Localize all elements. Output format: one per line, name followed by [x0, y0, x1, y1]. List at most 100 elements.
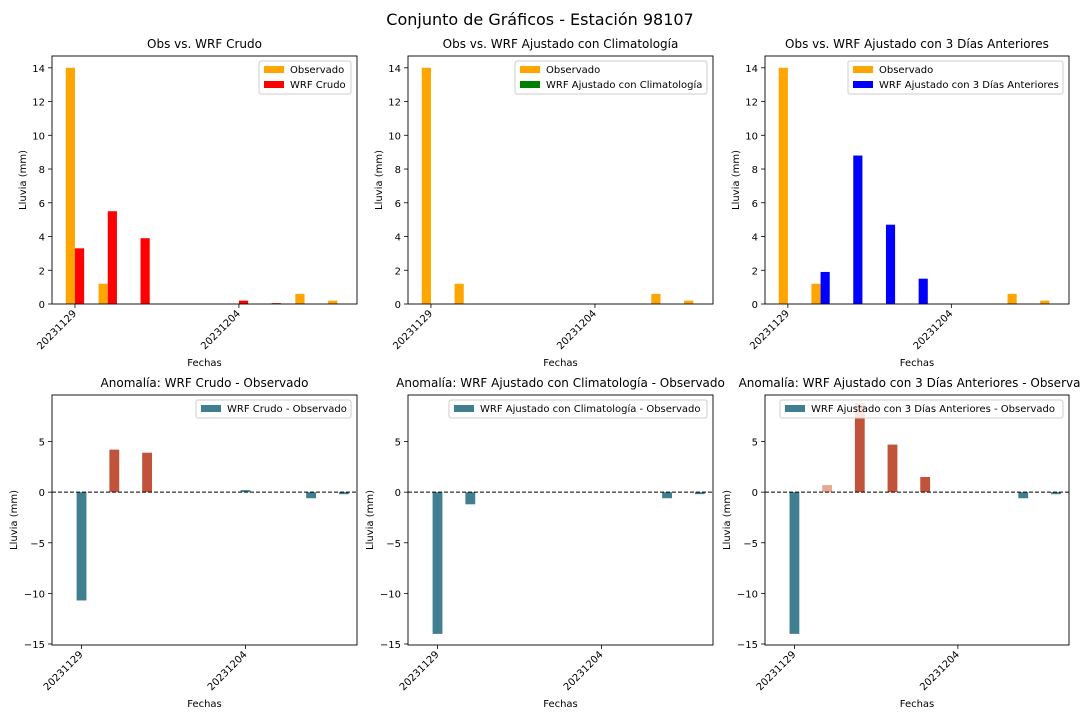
y-tick-label: 0: [752, 300, 758, 311]
bar: [1040, 300, 1050, 304]
y-tick-label: 6: [39, 199, 45, 210]
y-tick-label: 4: [752, 233, 758, 244]
legend: WRF Ajustado con 3 Días Anteriores - Obs…: [779, 399, 1064, 419]
y-tick-label: 5: [39, 438, 45, 449]
chart-title: Anomalía: WRF Crudo - Observado: [101, 376, 309, 390]
bar: [684, 300, 694, 304]
y-tick-label: −15: [24, 640, 45, 651]
legend-swatch: [853, 66, 873, 73]
y-axis-label: Lluvia (mm): [731, 150, 742, 210]
bar: [432, 492, 443, 634]
chart-panel-1: 0 2 4 6 8 10 12 14 20231129 20231204 Obs vs. WRF C…: [18, 37, 358, 369]
y-tick-label: −5: [30, 539, 45, 550]
x-axis-label: Fechas: [187, 699, 222, 710]
bar: [885, 224, 896, 304]
chart-panel-2: 0 2 4 6 8 10 12 14 20231129 20231204 Obs vs. WRF A…: [374, 37, 714, 369]
y-tick-label: 14: [32, 64, 45, 75]
axes-frame: [764, 55, 1070, 305]
plot-area: [65, 67, 338, 304]
x-tick-label: 20231129: [35, 308, 79, 352]
bar: [853, 155, 863, 304]
legend-box: [514, 60, 708, 95]
y-tick-label: −15: [380, 640, 401, 651]
x-tick-label: 20231204: [912, 308, 956, 352]
y-tick-label: 6: [752, 199, 758, 210]
y-tick-label: 8: [752, 165, 758, 176]
bar: [142, 452, 153, 493]
legend: WRF Ajustado con Climatología - Observad…: [448, 399, 708, 419]
y-axis-label: Lluvia (mm): [374, 150, 385, 210]
y-axis-label: Lluvia (mm): [9, 490, 20, 550]
bar: [240, 490, 251, 493]
y-tick-label: 0: [39, 488, 45, 499]
legend-box: [847, 60, 1064, 95]
y-tick-label: −5: [386, 539, 401, 550]
legend-swatch: [853, 81, 873, 88]
y-tick-label: 2: [39, 266, 45, 277]
y-tick-label: −10: [737, 589, 758, 600]
bar: [74, 248, 85, 304]
bar: [295, 293, 305, 304]
bar: [694, 492, 705, 495]
x-tick-label: 20231129: [391, 308, 435, 352]
legend-label: Observado: [290, 65, 344, 76]
chart-panel-5: −15 −10 −5 0 5 20231129 20231204 Anomalía: WRF …: [365, 376, 725, 710]
y-tick-label: −10: [380, 589, 401, 600]
bar: [1007, 293, 1017, 304]
x-tick-label: 20231204: [562, 649, 606, 693]
bar: [421, 67, 431, 304]
y-tick-label: 10: [32, 131, 45, 142]
y-tick-label: −10: [24, 589, 45, 600]
y-tick-label: 8: [39, 165, 45, 176]
x-axis-label: Fechas: [543, 358, 578, 369]
chart-title: Obs vs. WRF Ajustado con 3 Días Anterior…: [785, 37, 1049, 51]
y-tick-label: 14: [388, 64, 401, 75]
legend: Observado WRF Crudo: [258, 60, 352, 95]
y-tick-label: 10: [745, 131, 758, 142]
plot-area: [408, 491, 713, 634]
legend-swatch: [785, 405, 805, 412]
legend: WRF Crudo - Observado: [195, 399, 352, 419]
legend-box: [195, 399, 352, 419]
chart-panel-3: 0 2 4 6 8 10 12 14 20231129 20231204 Obs vs. WRF A…: [731, 37, 1070, 369]
bar: [98, 283, 108, 304]
y-tick-label: 5: [395, 438, 401, 449]
legend-label: WRF Ajustado con 3 Días Anteriores - Obs…: [811, 403, 1055, 415]
bar: [811, 283, 821, 304]
x-tick-label: 20231129: [398, 649, 442, 693]
y-tick-label: −5: [743, 539, 758, 550]
y-tick-label: −15: [737, 640, 758, 651]
axes-frame: [407, 55, 714, 305]
y-tick-label: 0: [39, 300, 45, 311]
chart-title: Obs vs. WRF Ajustado con Climatología: [443, 37, 679, 51]
y-tick-label: 2: [395, 266, 401, 277]
chart-panel-6: −15 −10 −5 0 5 20231129 20231204 Anomalía: WRF …: [722, 376, 1080, 710]
figure-suptitle: Conjunto de Gráficos - Estación 98107: [386, 10, 694, 29]
plot-area: [421, 67, 694, 304]
axes-frame: [51, 394, 358, 646]
x-tick-label: 20231129: [755, 649, 799, 693]
x-axis-label: Fechas: [543, 699, 578, 710]
axes-frame: [407, 394, 714, 646]
bar: [107, 211, 117, 304]
y-tick-label: 8: [395, 165, 401, 176]
plot-area: [52, 449, 357, 601]
bar: [789, 492, 800, 634]
bar: [76, 492, 87, 601]
bar: [328, 300, 338, 304]
bar: [920, 476, 931, 493]
legend-box: [448, 399, 708, 419]
chart-title: Obs vs. WRF Crudo: [147, 37, 262, 51]
legend-label: WRF Ajustado con Climatología: [546, 79, 702, 91]
legend-label: WRF Crudo - Observado: [227, 404, 347, 415]
bar: [1018, 492, 1029, 499]
y-tick-label: 4: [395, 233, 401, 244]
bar: [662, 492, 673, 499]
chart-title: Anomalía: WRF Ajustado con 3 Días Anteri…: [739, 376, 1080, 390]
bar: [887, 444, 898, 493]
y-axis-label: Lluvia (mm): [365, 490, 376, 550]
legend: Observado WRF Ajustado con 3 Días Anterio…: [847, 60, 1064, 95]
chart-title: Anomalía: WRF Ajustado con Climatología …: [396, 376, 725, 390]
legend-label: Observado: [546, 65, 600, 76]
y-tick-label: 12: [32, 98, 45, 109]
